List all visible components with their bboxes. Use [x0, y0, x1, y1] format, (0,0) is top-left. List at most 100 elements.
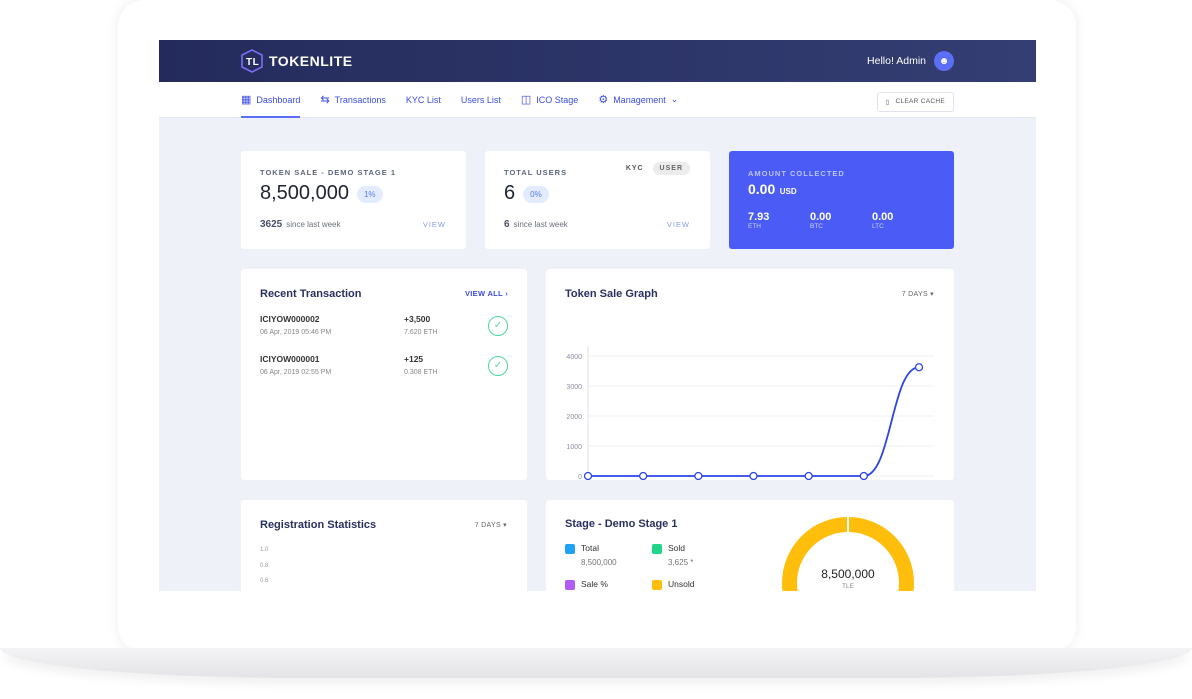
chevron-right-icon: ›: [505, 289, 508, 298]
legend-swatch: [565, 579, 575, 590]
donut-unit: TLE: [842, 583, 854, 590]
range-label: 7 DAYS: [474, 522, 501, 529]
caret-down-icon: ▾: [503, 522, 507, 529]
nav-kyc-list[interactable]: KYC List: [406, 82, 441, 118]
nav-label: Management: [613, 94, 666, 105]
legend-swatch: [565, 543, 575, 554]
view-all-link[interactable]: VIEW ALL ›: [465, 289, 508, 298]
nav-dashboard[interactable]: ▦ Dashboard: [241, 82, 301, 118]
coin-name: LTC: [872, 223, 884, 230]
total-users-card: TOTAL USERS KYC USER 6 0% 6 since last wee…: [485, 151, 710, 249]
since-value: 3625: [260, 219, 283, 230]
greeting: Hello! Admin: [867, 55, 926, 67]
card-title: Registration Statistics: [260, 519, 377, 531]
nav-label: ICO Stage: [536, 94, 579, 105]
recent-transactions-card: Recent Transaction VIEW ALL › ICIYOW0000…: [241, 269, 527, 480]
data-point: [804, 471, 813, 480]
y-tick-label: 1000: [566, 444, 582, 451]
kyc-toggle[interactable]: KYC: [625, 165, 644, 172]
card-label: TOTAL USERS: [504, 168, 568, 177]
legend-label: Total: [581, 543, 599, 553]
view-link[interactable]: VIEW: [666, 220, 690, 229]
since-text: since last week: [513, 220, 568, 229]
screen: TL TOKENLITE Hello! Admin ☻ ▦ Dashboard ⇆…: [159, 40, 1036, 591]
percent-badge: 1%: [356, 186, 383, 204]
since-last-week: 3625 since last week: [260, 219, 447, 230]
range-label: 7 DAYS: [901, 291, 928, 298]
users-value: 6: [504, 182, 516, 204]
nav-label: Users List: [460, 94, 501, 105]
caret-down-icon: ▾: [930, 291, 934, 298]
user-toggle[interactable]: USER: [652, 162, 690, 175]
y-tick-label: 0: [578, 474, 582, 480]
coin-value: 0.00: [872, 211, 894, 223]
coin-name: BTC: [810, 223, 823, 230]
trash-icon: ▯: [885, 99, 890, 106]
token-sale-graph-card: Token Sale Graph 7 DAYS ▾ 0 1000 2000 3000 4…: [546, 269, 954, 480]
percent-badge: 0%: [523, 186, 549, 204]
token-sale-line-chart: 0100020003000400031 Mar01 Apr02 Apr03 Ap…: [566, 346, 934, 480]
check-circle-icon: ✓: [488, 356, 508, 376]
range-dropdown[interactable]: 7 DAYS ▾: [475, 521, 507, 529]
legend-value: 3,625 *: [668, 557, 694, 567]
y-tick: 0.8: [260, 562, 269, 569]
legend-swatch: [652, 579, 662, 590]
amount-value: 0.00: [748, 181, 776, 197]
amount-collected-card: AMOUNT COLLECTED 0.00 USD 7.93 ETH 0.00 BT…: [729, 151, 954, 249]
transaction-row[interactable]: ICIYOW000002 06 Apr, 2019 05:46 PM +3,50…: [260, 314, 508, 354]
logo[interactable]: TL TOKENLITE: [241, 49, 353, 73]
since-last-week: 6 since last week: [504, 219, 691, 230]
user-avatar-icon[interactable]: ☻: [934, 51, 954, 71]
nav-label: KYC List: [405, 94, 441, 105]
registration-statistics-card: Registration Statistics 7 DAYS ▾ 1.0 0.8…: [241, 500, 527, 591]
nav-label: Dashboard: [256, 94, 301, 105]
legend-total: Total 8,500,000: [565, 543, 617, 567]
tokenlite-logo-icon: TL: [241, 49, 263, 73]
tx-eth: 7.620 ETH: [404, 329, 438, 336]
legend-label: Sold: [668, 543, 686, 553]
legend-sold: Sold 3,625 *: [652, 543, 693, 567]
donut-value: 8,500,000: [821, 567, 875, 581]
check-circle-icon: ✓: [488, 316, 508, 336]
nav-management[interactable]: ⚙ Management ⌄: [598, 82, 678, 118]
tx-amount: +3,500: [404, 314, 431, 324]
brand-name: TOKENLITE: [269, 53, 353, 69]
card-title: Recent Transaction: [260, 288, 362, 300]
nav-users-list[interactable]: Users List: [461, 82, 501, 118]
token-sale-card: TOKEN SALE - DEMO STAGE 1 8,500,000 1% 36…: [241, 151, 466, 249]
data-point: [639, 471, 648, 480]
coins-icon: ◫: [520, 94, 532, 106]
stage-card: Stage - Demo Stage 1 Total 8,500,000 Sold…: [546, 500, 954, 591]
nav-label: Transactions: [334, 94, 386, 105]
user-menu[interactable]: Hello! Admin ☻: [867, 51, 954, 71]
since-text: since last week: [286, 220, 341, 229]
legend-label: Unsold: [668, 579, 695, 589]
card-title: Stage - Demo Stage 1: [565, 518, 678, 530]
series-line: [587, 366, 920, 477]
y-tick-label: 3000: [566, 384, 582, 391]
svg-text:TL: TL: [246, 57, 259, 68]
legend-label: Sale %: [581, 579, 608, 589]
tx-id: ICIYOW000001: [260, 354, 320, 364]
donut-gap: [847, 517, 849, 533]
y-tick-label: 4000: [566, 354, 582, 361]
data-point: [749, 471, 758, 480]
legend-sale-percent: Sale %: [565, 579, 608, 590]
range-dropdown[interactable]: 7 DAYS ▾: [902, 290, 934, 298]
swap-icon: ⇆: [320, 94, 330, 106]
nav-transactions[interactable]: ⇆ Transactions: [320, 82, 385, 118]
view-link[interactable]: VIEW: [422, 220, 446, 229]
nav-ico-stage[interactable]: ◫ ICO Stage: [521, 82, 578, 118]
topbar: TL TOKENLITE Hello! Admin ☻: [159, 40, 1036, 82]
laptop-base: [0, 648, 1192, 678]
card-label: TOKEN SALE - DEMO STAGE 1: [260, 168, 396, 177]
legend-unsold: Unsold: [652, 579, 694, 590]
coin-name: ETH: [748, 223, 761, 230]
coin-value: 0.00: [810, 211, 832, 223]
transaction-row[interactable]: ICIYOW000001 06 Apr, 2019 02:55 PM +125 0…: [260, 354, 508, 394]
legend-value: 8,500,000: [581, 557, 617, 567]
grid-icon: ▦: [241, 94, 252, 106]
view-all-label: VIEW ALL: [464, 289, 503, 298]
clear-cache-button[interactable]: ▯ CLEAR CACHE: [876, 92, 954, 112]
coin-breakdown: 7.93 ETH 0.00 BTC 0.00 LTC: [748, 211, 935, 230]
